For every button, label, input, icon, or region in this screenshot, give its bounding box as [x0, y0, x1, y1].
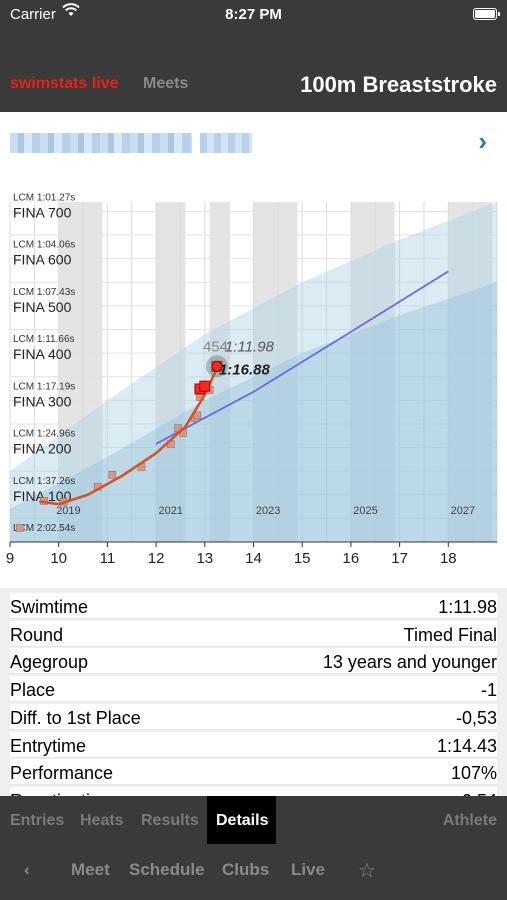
detail-row: Reactiontime 0,54: [10, 786, 497, 796]
x-tick-label: 16: [343, 550, 360, 567]
page-title: 100m Breaststroke: [300, 72, 497, 97]
x-tick-label: 13: [196, 550, 213, 567]
swimmer-row[interactable]: ›: [0, 112, 507, 172]
highlight-point: [211, 360, 223, 372]
y-label-fina: FINA 100: [13, 488, 72, 504]
bottom-nav: ‹ Meet Schedule Clubs Live ☆: [0, 844, 507, 900]
meets-link[interactable]: Meets: [143, 75, 189, 92]
tab-results[interactable]: Results: [141, 812, 199, 829]
year-label: 2025: [353, 505, 377, 517]
x-tick-label: 11: [100, 550, 116, 567]
x-tick-label: 18: [440, 550, 457, 567]
detail-label: Performance: [10, 763, 114, 784]
x-tick-label: 17: [391, 550, 408, 567]
detail-label: Diff. to 1st Place: [10, 707, 141, 728]
nav-live[interactable]: Live: [291, 860, 326, 879]
x-tick-label: 15: [294, 550, 311, 567]
y-label-fina: FINA 300: [13, 393, 72, 409]
detail-value: 0,54: [462, 791, 497, 796]
detail-label: Reactiontime: [10, 791, 115, 796]
y-label-fina: FINA 200: [13, 441, 72, 457]
battery-fill: [475, 10, 495, 18]
nav-schedule[interactable]: Schedule: [129, 860, 205, 879]
y-label-lcm: LCM 1:37.26s: [13, 476, 75, 487]
highlight-time-scm: 1:16.88: [219, 361, 271, 378]
detail-value: -0,53: [455, 707, 497, 728]
y-label-fina: FINA 400: [13, 346, 72, 362]
y-label-fina: FINA 700: [13, 204, 72, 220]
highlight-points-label: 454: [203, 338, 228, 355]
chevron-left-icon[interactable]: ‹: [24, 860, 30, 879]
tab-athlete[interactable]: Athlete: [442, 812, 497, 829]
y-label-lcm: LCM 2:02.54s: [13, 523, 75, 534]
band-upper: [10, 202, 497, 542]
detail-value: Timed Final: [403, 624, 497, 645]
battery-icon: [473, 8, 500, 20]
tab-details[interactable]: Details: [216, 812, 269, 829]
year-label: 2027: [451, 505, 475, 517]
detail-row: Place -1: [10, 676, 497, 703]
projection-line: [155, 270, 449, 445]
tab-bar: Entries Heats Results Details Athlete: [0, 796, 507, 844]
year-label: 2021: [158, 505, 182, 517]
app-header: swimstats live Meets 100m Breaststroke: [0, 30, 507, 112]
detail-row: Agegroup 13 years and younger: [10, 648, 497, 675]
detail-row: Performance 107%: [10, 759, 497, 786]
detail-value: 1:11.98: [438, 597, 497, 617]
detail-row: Swimtime 1:11.98: [10, 593, 497, 619]
detail-row: Round Timed Final: [10, 620, 497, 647]
detail-label: Swimtime: [10, 597, 89, 617]
redacted-swimmer-name: [10, 133, 192, 153]
tab-heats[interactable]: Heats: [80, 812, 124, 829]
band-lower: [10, 282, 497, 542]
x-tick-label: 14: [245, 550, 262, 567]
year-label: 2023: [256, 505, 280, 517]
carrier-label: Carrier: [10, 6, 56, 23]
detail-value: 107%: [450, 763, 497, 784]
y-label-fina: FINA 600: [13, 252, 72, 268]
detail-label: Agegroup: [10, 652, 89, 673]
detail-row: Entrytime 1:14.43: [10, 731, 497, 758]
performance-chart: LCM 1:01.27s FINA 700 LCM 1:04.06s FINA 600…: [0, 182, 507, 570]
detail-label: Place: [10, 680, 56, 701]
season-best-point: [199, 380, 211, 392]
result-point: [193, 411, 202, 420]
nav-clubs[interactable]: Clubs: [222, 860, 270, 879]
detail-value: 1:14.43: [436, 735, 497, 756]
y-label-lcm: LCM 1:24.96s: [13, 429, 75, 440]
trend-line: [39, 367, 219, 506]
wifi-icon: [62, 3, 80, 21]
nav-meet[interactable]: Meet: [71, 860, 110, 879]
tab-entries[interactable]: Entries: [10, 812, 65, 829]
y-label-lcm: LCM 1:07.43s: [13, 287, 75, 298]
clock: 8:27 PM: [225, 6, 282, 23]
chevron-right-icon[interactable]: ›: [478, 126, 487, 156]
y-label-fina: FINA 500: [13, 299, 72, 315]
y-label-lcm: LCM 1:17.19s: [13, 381, 75, 392]
highlight-time-lcm: 1:11.98: [225, 338, 275, 355]
active-tab-highlight: [207, 796, 276, 844]
y-label-lcm: LCM 1:11.66s: [13, 334, 75, 345]
y-label-lcm: LCM 1:04.06s: [13, 240, 75, 251]
details-table: Swimtime 1:11.98 Round Timed Final Agegroup 1…: [0, 588, 507, 796]
redacted-swimmer-club: [200, 133, 252, 153]
result-point: [15, 524, 24, 532]
status-bar: Carrier 8:27 PM: [0, 0, 507, 30]
x-tick-label: 10: [50, 550, 67, 567]
detail-row: Diff. to 1st Place -0,53: [10, 703, 497, 730]
y-label-lcm: LCM 1:01.27s: [13, 192, 75, 203]
detail-value: -1: [480, 680, 497, 701]
star-icon[interactable]: ☆: [358, 860, 376, 882]
detail-label: Round: [10, 624, 64, 645]
year-label: 2019: [56, 505, 80, 517]
x-tick-label: 12: [148, 550, 165, 567]
brand-link[interactable]: swimstats live: [10, 75, 119, 92]
detail-label: Entrytime: [10, 735, 87, 756]
x-tick-label: 9: [6, 550, 14, 567]
result-point: [108, 471, 117, 479]
season-stripe: [209, 202, 230, 542]
detail-value: 13 years and younger: [322, 652, 497, 673]
